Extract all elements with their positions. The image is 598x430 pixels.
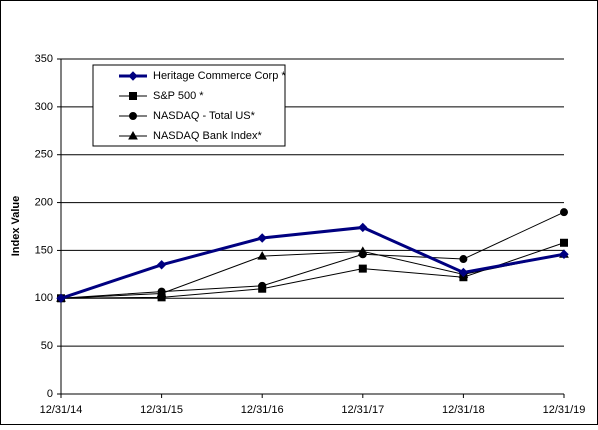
x-tick-label: 12/31/16 — [241, 404, 284, 416]
x-tick-label: 12/31/15 — [140, 404, 183, 416]
x-tick-label: 12/31/18 — [442, 404, 485, 416]
marker — [128, 130, 138, 140]
marker — [560, 208, 568, 217]
series-line — [60, 211, 565, 299]
legend-label: S&P 500 * — [153, 90, 204, 102]
y-tick-label: 0 — [47, 388, 53, 400]
marker — [157, 293, 166, 302]
marker — [129, 92, 137, 100]
legend-box — [92, 64, 286, 147]
marker — [258, 284, 267, 293]
marker — [358, 222, 368, 233]
marker — [129, 112, 137, 120]
marker — [559, 249, 569, 259]
y-tick-label: 200 — [35, 196, 53, 208]
marker — [156, 260, 167, 270]
marker — [128, 71, 138, 81]
x-tick-label: 12/31/19 — [543, 404, 586, 416]
marker — [257, 251, 268, 260]
series-line — [60, 242, 565, 299]
y-axis-label: Index Value — [10, 196, 22, 257]
series-line — [60, 225, 565, 300]
marker — [458, 267, 469, 278]
y-tick-label: 150 — [35, 244, 53, 256]
y-tick-label: 250 — [35, 149, 53, 161]
x-tick-label: 12/31/14 — [40, 404, 83, 416]
y-tick-label: 50 — [41, 340, 53, 352]
y-tick-label: 300 — [35, 101, 53, 113]
legend-label: NASDAQ Bank Index* — [153, 130, 263, 142]
marker — [257, 233, 267, 243]
y-tick-label: 350 — [35, 53, 53, 65]
legend-label: NASDAQ - Total US* — [153, 110, 256, 122]
marker — [560, 238, 568, 247]
marker — [358, 250, 367, 259]
y-tick-label: 100 — [35, 292, 53, 304]
x-tick-label: 12/31/17 — [341, 404, 384, 416]
marker — [358, 264, 367, 273]
legend-label: Heritage Commerce Corp * — [153, 70, 286, 82]
marker — [56, 293, 66, 303]
marker — [459, 255, 468, 264]
